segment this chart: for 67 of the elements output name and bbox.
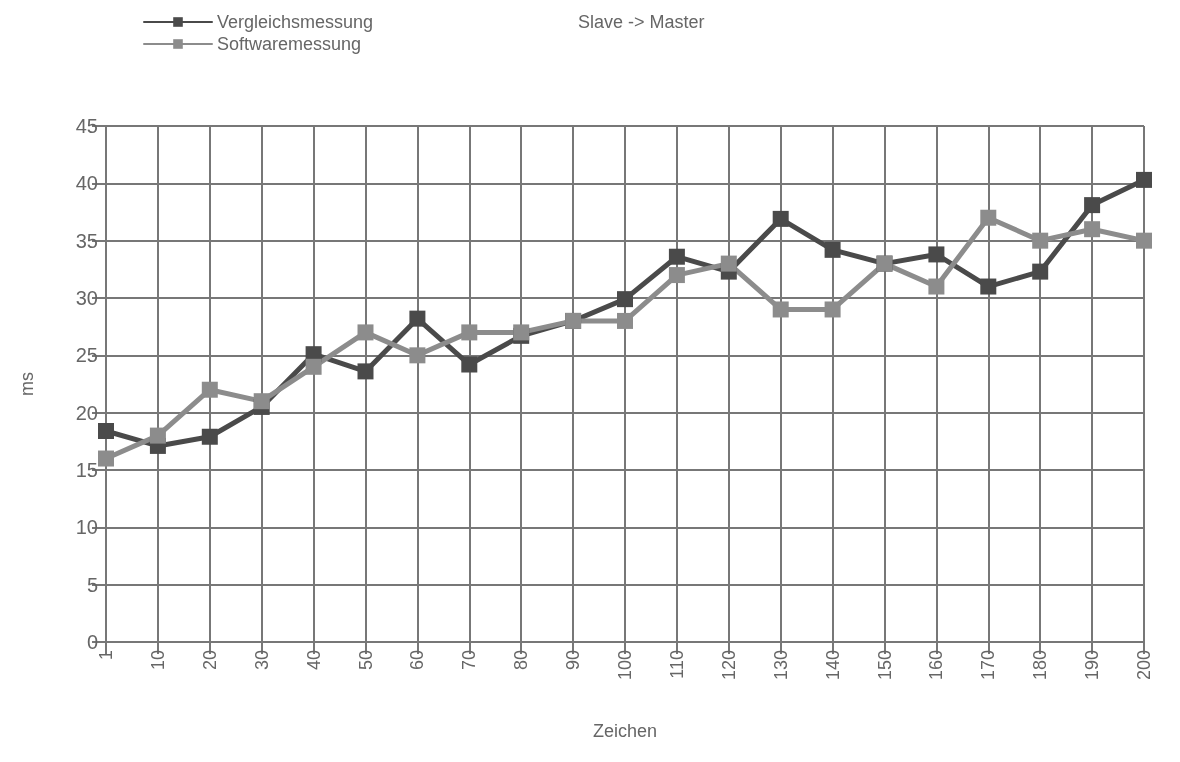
y-tick-label: 25 [75,344,98,367]
x-tick-label: 120 [718,650,739,681]
point [461,324,478,341]
x-axis-title: Zeichen [592,721,658,741]
y-tick-label: 35 [75,229,98,252]
x-tick-label: 40 [303,650,324,671]
point [980,209,997,226]
x-tick-label: 80 [511,650,532,671]
point [409,310,426,327]
point [1136,232,1152,249]
point [1084,197,1101,214]
point [305,358,322,375]
y-tick-label: 10 [75,516,98,539]
point [357,324,374,341]
x-tick-label: 10 [147,650,168,671]
point [668,267,685,284]
x-tick-label: 100 [615,650,635,681]
point [720,255,737,272]
y-tick-label: 30 [75,287,98,309]
x-tick-label: 90 [563,650,584,671]
x-tick-label: 160 [926,650,947,681]
y-tick-label: 0 [86,631,98,653]
x-tick-label: 1 [96,650,116,661]
x-tick-label: 60 [407,650,428,671]
point [928,278,945,295]
point [201,381,218,398]
x-tick-label: 20 [199,650,220,671]
point [409,347,426,364]
point [1032,232,1049,249]
x-tick-label: 200 [1134,650,1154,681]
point [824,241,841,258]
legend-label: Vergleichsmessung [217,12,374,32]
x-tick-label: 150 [874,650,895,681]
point [1084,221,1101,238]
point [1032,263,1049,280]
point [201,428,218,445]
x-tick-label: 140 [822,650,843,681]
y-axis-title: ms [17,372,37,396]
y-tick-label: 15 [75,459,98,481]
x-tick-label: 190 [1082,650,1103,681]
point [461,356,478,373]
point [617,291,633,308]
point [772,301,789,318]
point [772,210,789,227]
point [1136,171,1152,188]
legend-label: Softwaremessung [217,34,362,54]
y-tick-label: 40 [75,172,98,195]
point [357,363,374,380]
x-tick-label: 50 [355,650,376,671]
point [149,427,166,444]
point [253,393,270,410]
point [824,301,841,318]
point [617,312,633,329]
x-tick-label: 110 [666,650,687,679]
point [668,248,685,265]
y-tick-label: 45 [75,115,98,137]
x-tick-label: 70 [459,650,480,671]
y-tick-label: 20 [75,401,98,424]
x-tick-label: 30 [251,650,272,671]
x-tick-label: 130 [770,650,791,681]
point [98,450,114,467]
point [98,423,114,440]
x-tick-label: 170 [978,650,999,681]
chart-title: Slave -> Master [578,12,705,32]
point [928,246,945,263]
x-tick-label: 180 [1030,650,1051,681]
point [980,278,997,295]
